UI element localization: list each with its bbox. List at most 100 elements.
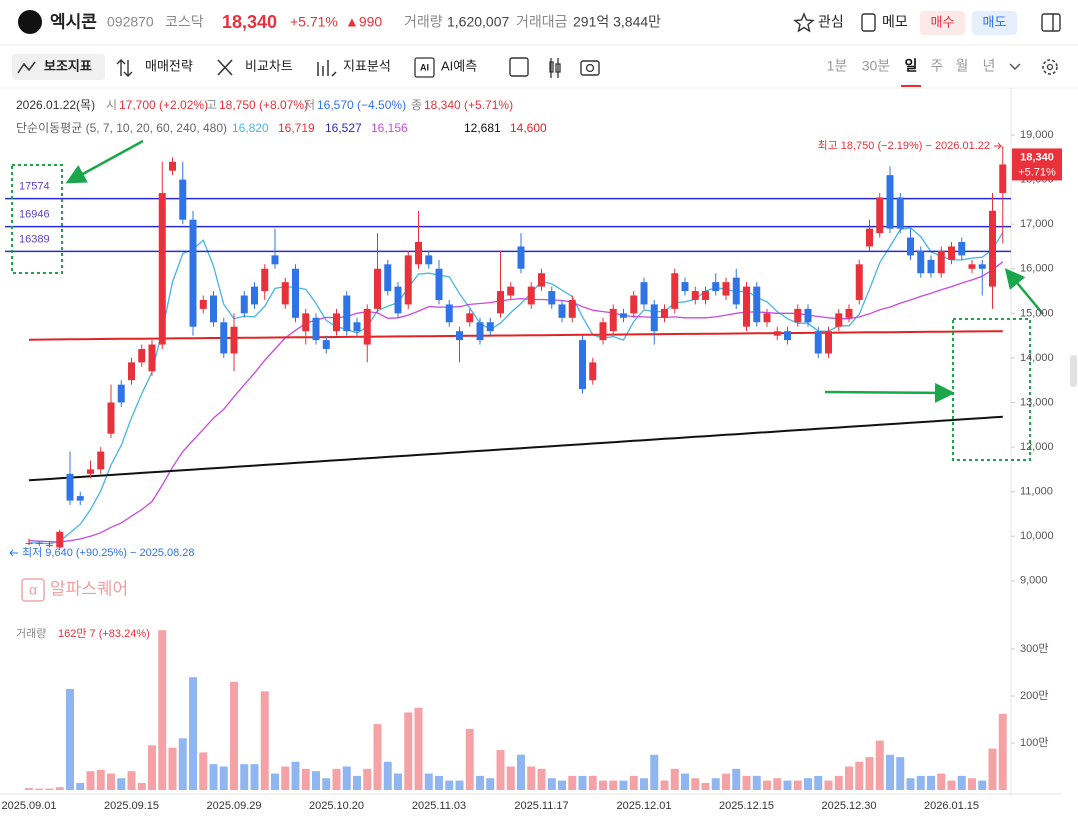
- candle-body: [148, 344, 156, 372]
- info-close-label: 종: [411, 98, 422, 112]
- volume-bar: [363, 768, 372, 790]
- volume-bar: [189, 677, 197, 790]
- volume-bar: [25, 788, 33, 790]
- period-tab[interactable]: 30분: [862, 58, 891, 74]
- strategy-tab[interactable]: 매매전략: [145, 58, 193, 73]
- candle-body: [46, 545, 53, 547]
- volume-bar: [824, 780, 833, 790]
- period-tab[interactable]: 년: [983, 58, 996, 74]
- volume-bar: [322, 778, 331, 790]
- period-tab[interactable]: 주: [931, 58, 944, 74]
- volume-bar: [76, 782, 85, 790]
- low-arrow: [9, 549, 18, 557]
- panel-icon[interactable]: [1041, 13, 1061, 32]
- volume-bar: [281, 766, 290, 790]
- volume-bar: [271, 773, 279, 790]
- candle-body: [261, 268, 269, 292]
- volume-bar: [681, 773, 689, 790]
- x-tick-label: 2025.11.17: [514, 800, 568, 812]
- period-tab[interactable]: 일: [905, 58, 918, 74]
- volume-bar: [55, 787, 64, 790]
- strategy-icon: [116, 59, 133, 77]
- settings-icon[interactable]: [1042, 59, 1058, 75]
- volume-bar: [937, 773, 946, 790]
- y-tick-label: 15,000: [1020, 307, 1054, 319]
- volume-bar: [209, 764, 218, 790]
- y-tick-label: 10,000: [1020, 530, 1054, 542]
- memo-button[interactable]: 메모: [882, 14, 908, 30]
- compare-tab[interactable]: 비교차트: [245, 58, 293, 73]
- volume-bar: [107, 773, 115, 790]
- scrollbar[interactable]: [1070, 355, 1077, 387]
- candle-icon[interactable]: [549, 58, 561, 78]
- volume-bar: [588, 775, 597, 790]
- volume-bar: [804, 778, 812, 790]
- period-tab[interactable]: 월: [956, 58, 969, 74]
- candle-body: [456, 331, 463, 341]
- compare-icon: [217, 59, 233, 76]
- period-dropdown[interactable]: [1009, 63, 1021, 70]
- candle-body: [763, 313, 771, 323]
- star-icon[interactable]: [793, 12, 815, 33]
- indicator-tab-bg[interactable]: [12, 54, 105, 80]
- analysis-tab[interactable]: 지표분석: [343, 58, 391, 73]
- watch-button[interactable]: 관심: [818, 14, 844, 30]
- volume-bar: [547, 778, 556, 790]
- price-tag-price: 18,340: [1020, 151, 1054, 163]
- candle-body: [958, 242, 966, 256]
- indicator-tab[interactable]: 보조지표: [44, 58, 92, 73]
- candle-body: [199, 299, 207, 309]
- candle-body: [466, 313, 474, 323]
- volume-bar: [506, 766, 515, 790]
- volume-bar: [435, 775, 443, 790]
- x-tick-label: 2025.09.01: [1, 800, 56, 812]
- volume-bar: [599, 780, 607, 790]
- volume-bar: [424, 773, 433, 790]
- amount-label: 거래대금: [516, 14, 568, 30]
- candle-body: [302, 313, 310, 332]
- candle-body: [579, 340, 586, 390]
- volume-label: 거래량: [404, 14, 443, 30]
- volume-bar: [117, 778, 126, 790]
- candle-body: [784, 331, 791, 341]
- annotation-box: [11, 164, 63, 274]
- checkbox[interactable]: [509, 57, 529, 77]
- candle-body: [794, 308, 802, 323]
- moving-average-line: [28, 261, 1004, 543]
- volume-bar: [301, 768, 310, 790]
- volume-tick-label: 200만: [1020, 689, 1048, 702]
- watermark: 알파스퀘어: [50, 579, 128, 598]
- volume-bar: [660, 780, 669, 790]
- period-tab[interactable]: 1분: [827, 58, 848, 74]
- volume-legend-label: 거래량: [16, 627, 46, 640]
- buy-button[interactable]: 매수: [931, 14, 955, 29]
- candle-body: [333, 313, 340, 332]
- camera-icon[interactable]: [580, 60, 600, 76]
- volume-bar: [558, 780, 566, 790]
- sell-button[interactable]: 매도: [983, 14, 1007, 29]
- x-tick-label: 2026.01.15: [924, 800, 979, 812]
- volume-bar: [199, 752, 208, 790]
- volume-bar: [465, 728, 474, 790]
- candle-body: [896, 197, 904, 229]
- candle-body: [743, 286, 750, 327]
- candle-body: [97, 451, 105, 470]
- stock-logo: [18, 10, 42, 34]
- high-annotation: 최고 18,750 (−2.19%) − 2026.01.22: [817, 139, 990, 152]
- volume-bar: [568, 775, 577, 790]
- memo-icon[interactable]: [861, 13, 876, 32]
- ai-tab[interactable]: AI예측: [441, 58, 477, 73]
- sell-button-bg[interactable]: [972, 11, 1017, 35]
- candle-body: [179, 179, 187, 220]
- volume-bar: [619, 780, 628, 790]
- candle-body: [435, 268, 443, 300]
- candle-body: [251, 286, 258, 305]
- volume-bar: [148, 745, 156, 790]
- buy-button-bg[interactable]: [920, 11, 965, 35]
- candle-body: [107, 402, 115, 434]
- volume-bar: [537, 768, 546, 790]
- volume-bar: [834, 775, 843, 790]
- volume-bar: [752, 775, 761, 790]
- candle-body: [415, 242, 422, 265]
